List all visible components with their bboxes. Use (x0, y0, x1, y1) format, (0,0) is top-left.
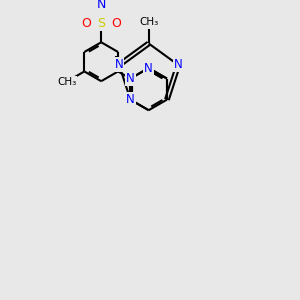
Text: N: N (126, 72, 135, 85)
Text: CH₃: CH₃ (57, 76, 76, 87)
Text: CH₃: CH₃ (139, 17, 158, 27)
Text: N: N (126, 93, 135, 106)
Text: N: N (144, 61, 153, 74)
Text: N: N (115, 58, 124, 71)
Text: O: O (111, 17, 121, 30)
Text: O: O (81, 17, 91, 30)
Text: N: N (97, 0, 106, 11)
Text: S: S (97, 17, 105, 30)
Text: N: N (174, 58, 183, 71)
